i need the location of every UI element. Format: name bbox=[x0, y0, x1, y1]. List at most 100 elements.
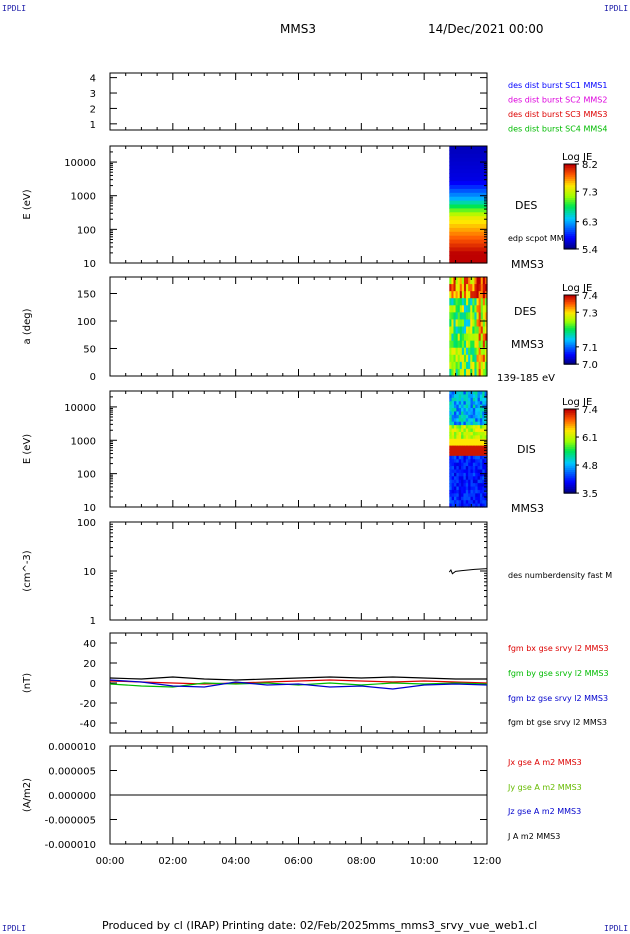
colorbar-cell bbox=[564, 427, 576, 431]
colorbar-cell bbox=[564, 345, 576, 348]
dis-energy-cell bbox=[479, 469, 483, 474]
dis-energy-cell bbox=[458, 421, 462, 426]
colorbar-cell bbox=[564, 212, 576, 216]
dis-energy-cell bbox=[451, 476, 455, 481]
dis-energy-cell bbox=[454, 418, 457, 423]
dis-energy-cell bbox=[468, 414, 472, 419]
des-pitch-cell bbox=[451, 319, 455, 328]
dis-energy-cell bbox=[484, 442, 488, 447]
dis-energy-cell bbox=[475, 503, 479, 508]
dis-energy-cell bbox=[468, 449, 472, 454]
des-energy-cell bbox=[449, 196, 487, 202]
dis-energy-cell bbox=[461, 489, 465, 494]
dis-energy-cell bbox=[479, 442, 483, 447]
dis-energy-cell bbox=[468, 452, 472, 457]
des-pitch-cell bbox=[461, 291, 465, 299]
dis-energy-cell bbox=[470, 401, 474, 406]
dis-energy-cell bbox=[465, 428, 469, 433]
colorbar-cell bbox=[564, 319, 576, 322]
dis-energy-cell bbox=[463, 476, 467, 481]
dis-energy-cell bbox=[451, 425, 455, 430]
des-pitch-cell bbox=[466, 361, 469, 370]
des-pitch-cell bbox=[478, 291, 482, 299]
dis-energy-cell bbox=[463, 421, 467, 426]
dis-energy-cell bbox=[470, 503, 474, 508]
des-pitch-cell bbox=[455, 326, 459, 335]
dis-energy-cell bbox=[451, 500, 455, 505]
colorbar-cell bbox=[564, 438, 576, 442]
dis-energy-cell bbox=[449, 425, 453, 430]
des-pitch-cell bbox=[474, 340, 478, 349]
dis-energy-cell bbox=[475, 489, 479, 494]
colorbar-cell bbox=[564, 166, 576, 169]
dis-energy-cell bbox=[484, 466, 488, 471]
dis-energy-cell bbox=[470, 449, 474, 454]
dis-energy-cell bbox=[472, 483, 476, 488]
des-pitch-cell bbox=[466, 340, 469, 349]
corner-label-tr: IPDLI bbox=[604, 4, 629, 13]
dis-energy-cell bbox=[454, 479, 457, 484]
dis-energy-cell bbox=[461, 411, 465, 416]
dis-energy-cell bbox=[470, 431, 474, 436]
dis-energy-cell bbox=[482, 466, 486, 471]
des-pitch-cell bbox=[461, 312, 465, 321]
dis-energy-cell bbox=[461, 493, 465, 498]
dis-energy-cell bbox=[484, 411, 488, 416]
dis-energy-cell bbox=[451, 455, 455, 460]
des-pitch-cell bbox=[476, 368, 480, 377]
burst-panel-frame bbox=[109, 72, 488, 131]
des-pitch-cell bbox=[455, 319, 459, 328]
des-pitch-cell bbox=[482, 361, 486, 370]
dis-energy-cell bbox=[454, 431, 457, 436]
des-pitch-cell bbox=[474, 305, 478, 313]
des-pitch-cell bbox=[472, 361, 476, 370]
dis-energy-cell bbox=[482, 391, 486, 396]
colorbar-cell bbox=[564, 223, 576, 227]
colorbar-cell bbox=[564, 298, 576, 301]
colorbar-tick-label: 4.8 bbox=[582, 461, 598, 472]
colorbar-cell bbox=[564, 208, 576, 212]
des-pitch-cell bbox=[451, 347, 455, 356]
dis-energy-cell bbox=[477, 431, 481, 436]
colorbar-cell bbox=[564, 238, 576, 242]
dis-energy-cell bbox=[454, 397, 457, 402]
des-pitch-cell bbox=[482, 312, 486, 321]
colorbar-cell bbox=[564, 448, 576, 452]
dis-energy-cell bbox=[454, 462, 457, 467]
des-pitch-cell bbox=[453, 291, 457, 299]
des-pitch-cell bbox=[474, 298, 478, 306]
des-pitch-cell bbox=[470, 291, 473, 299]
dis-energy-cell bbox=[456, 493, 460, 498]
dis-energy-cell bbox=[449, 493, 453, 498]
des-pitch-cell bbox=[451, 354, 455, 363]
dis-energy-cell bbox=[451, 411, 455, 416]
dis-energy-cell bbox=[477, 445, 481, 450]
dis-energy-cell bbox=[463, 466, 467, 471]
des-pitch-cell bbox=[468, 305, 471, 313]
dis-energy-cell bbox=[482, 394, 486, 399]
des-pitch-cell bbox=[457, 347, 461, 356]
dis-energy-cell bbox=[461, 391, 465, 396]
des-pitch-cell bbox=[474, 291, 478, 299]
dis-energy-cell bbox=[475, 408, 479, 413]
des-pitch-cell bbox=[470, 347, 473, 356]
y-tick-label: 150 bbox=[77, 290, 96, 301]
dis-energy-cell bbox=[475, 452, 479, 457]
des-pitch-cell bbox=[455, 368, 459, 377]
dis-energy-cell bbox=[470, 425, 474, 430]
dis-energy-cell bbox=[484, 479, 488, 484]
dis-energy-cell bbox=[472, 455, 476, 460]
dis-energy-cell bbox=[475, 425, 479, 430]
dis-energy-cell bbox=[461, 500, 465, 505]
dis-energy-cell bbox=[465, 404, 469, 409]
y-axis-label: a (deg) bbox=[22, 308, 33, 344]
colorbar-cell bbox=[564, 197, 576, 201]
colorbar-cell bbox=[564, 488, 576, 492]
colorbar-cell bbox=[564, 421, 576, 425]
des-pitch-cell bbox=[484, 277, 488, 285]
dis-energy-cell bbox=[449, 442, 453, 447]
dis-energy-cell bbox=[470, 472, 474, 477]
des-pitch-cell bbox=[470, 368, 473, 377]
y-axis-label: (nT) bbox=[22, 673, 33, 693]
des-pitch-cell bbox=[480, 298, 484, 306]
